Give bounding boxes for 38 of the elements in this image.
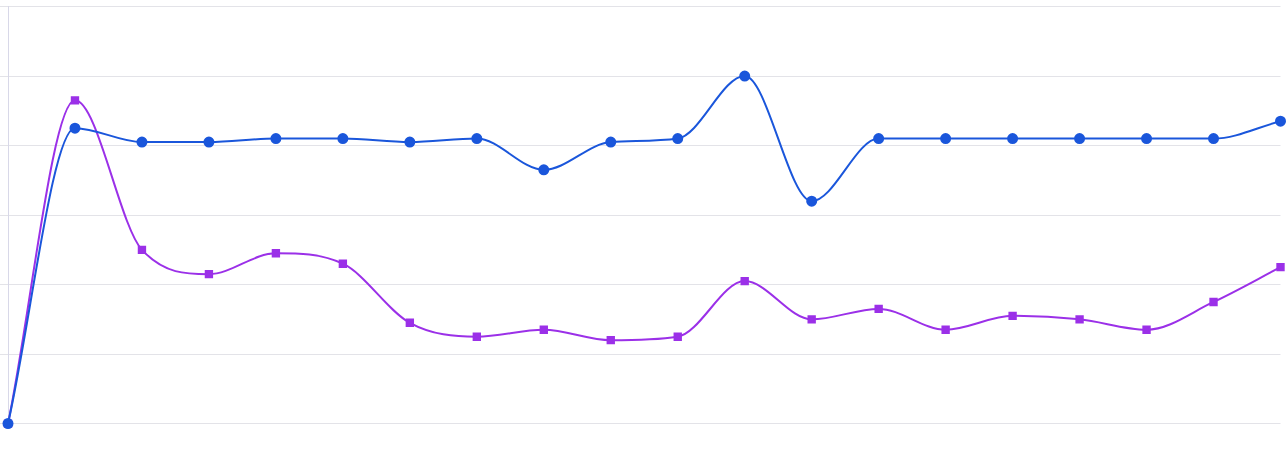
point xyxy=(1007,133,1019,145)
point xyxy=(405,318,415,327)
point xyxy=(538,164,550,176)
point xyxy=(1141,133,1153,145)
point xyxy=(271,249,281,258)
point xyxy=(270,133,282,145)
point xyxy=(203,136,215,148)
point xyxy=(136,136,148,148)
point xyxy=(539,325,548,334)
point xyxy=(739,70,751,82)
point xyxy=(605,136,617,148)
point xyxy=(137,245,147,254)
point xyxy=(940,133,952,145)
point xyxy=(70,96,80,105)
point xyxy=(806,195,818,207)
point xyxy=(472,332,481,341)
point xyxy=(69,122,81,134)
point xyxy=(807,315,816,324)
point xyxy=(1074,133,1086,145)
point xyxy=(941,325,950,334)
point xyxy=(1208,133,1220,145)
point xyxy=(338,259,348,268)
point xyxy=(606,336,615,345)
point xyxy=(1142,325,1151,334)
point xyxy=(673,332,682,341)
point xyxy=(1209,297,1218,307)
point xyxy=(337,133,349,145)
point xyxy=(873,133,885,145)
point xyxy=(471,133,483,145)
point xyxy=(404,136,416,148)
point xyxy=(1276,263,1285,272)
point xyxy=(1275,115,1286,127)
point xyxy=(874,304,883,314)
point xyxy=(1075,315,1084,324)
point xyxy=(740,276,749,286)
point xyxy=(1008,311,1017,321)
point xyxy=(204,269,214,279)
point xyxy=(672,133,684,145)
